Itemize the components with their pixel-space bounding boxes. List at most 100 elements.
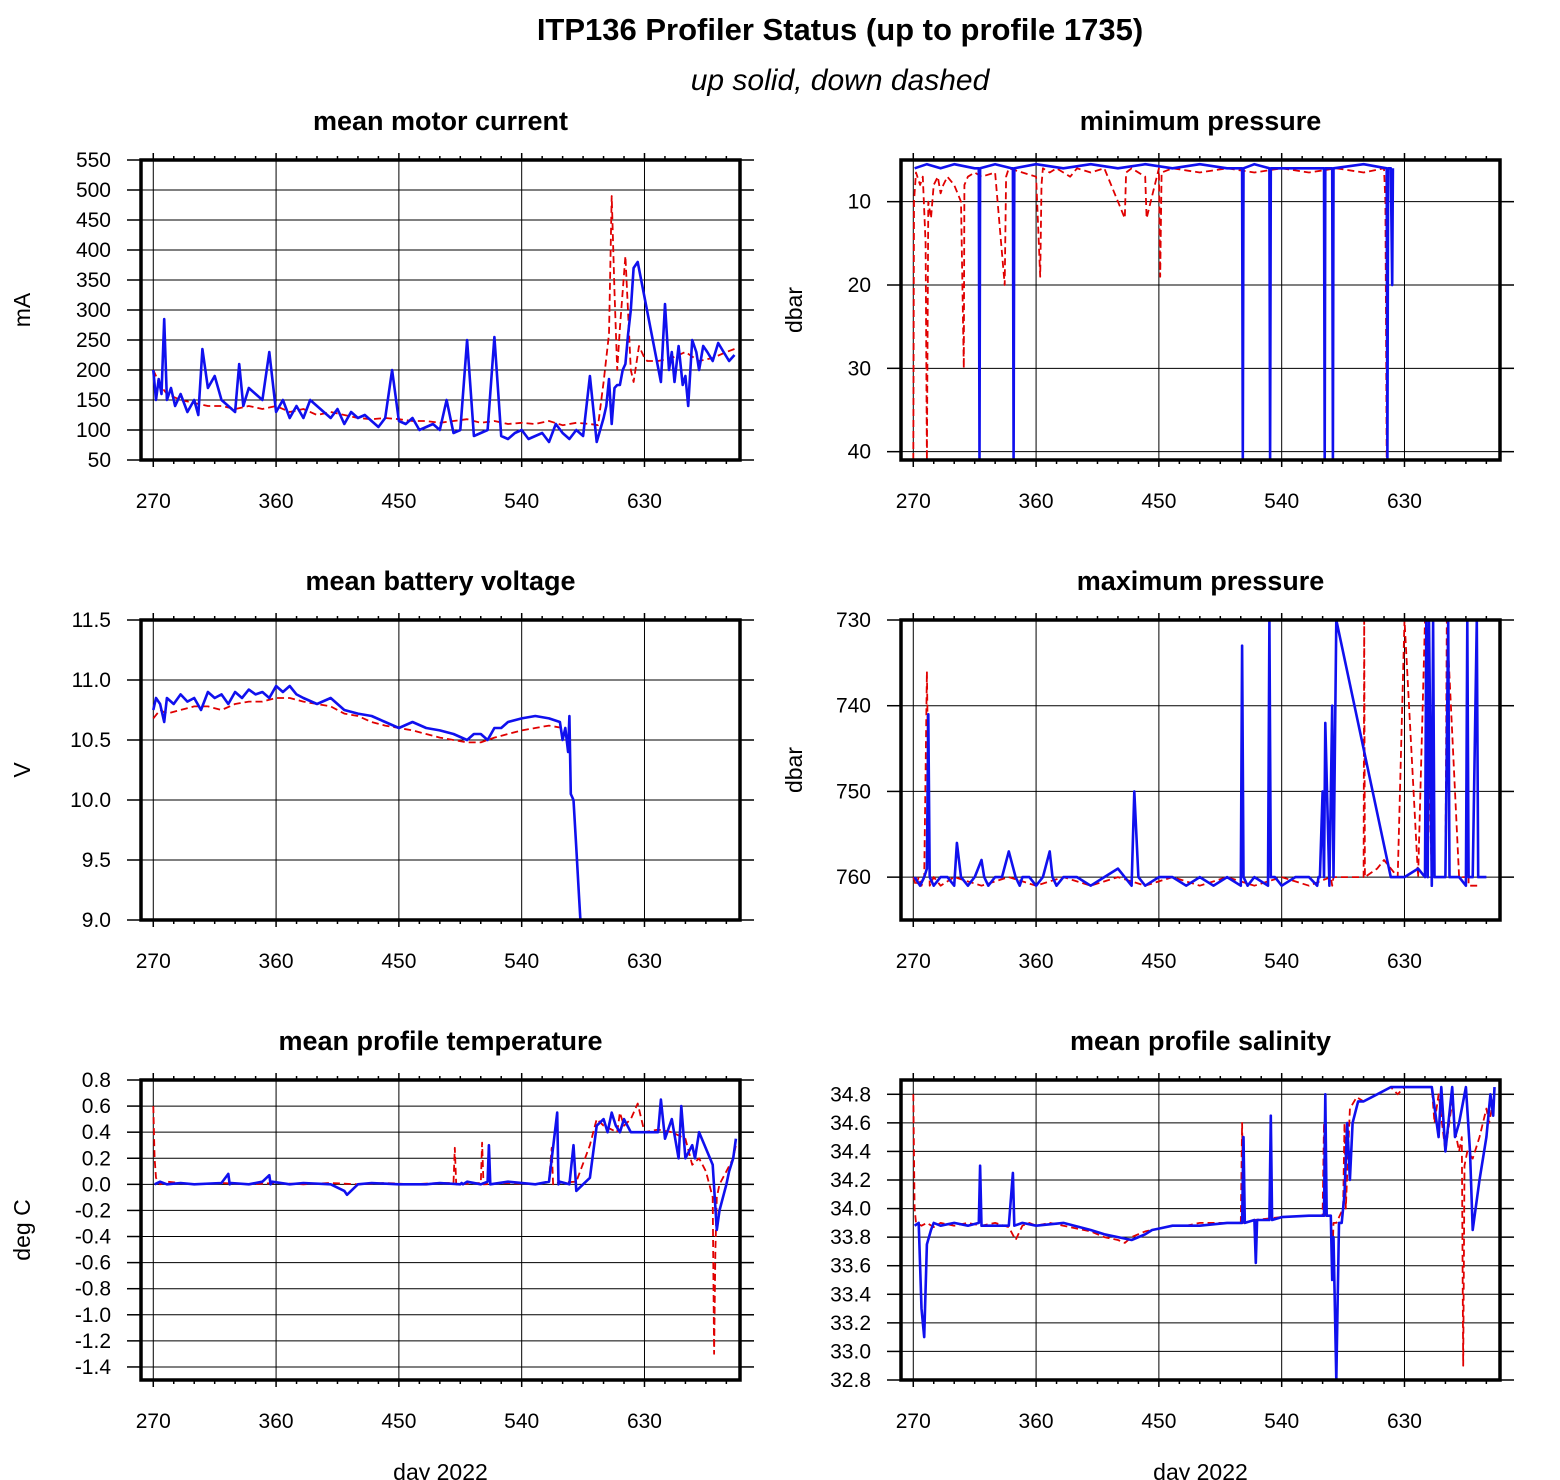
y-tick-label: 0.0 [82,1173,111,1196]
y-tick-label: 400 [76,239,111,262]
x-tick-label: 270 [136,490,171,513]
x-tick-label: 270 [896,490,931,513]
y-tick-label: 10.5 [70,729,111,752]
x-tick-label: 270 [896,1410,931,1433]
y-tick-label: 750 [836,780,871,803]
minimum-pressure-down-line [912,167,1388,460]
mean-battery-voltage-up-line [152,684,582,920]
mean-profile-salinity-panel: mean profile salinity 270 360 450 540 630 32.8… [830,1026,1514,1480]
x-tick-label: 540 [1264,950,1299,973]
minimum-pressure-y-axis-label: dbar [781,287,807,333]
y-tick-label: 40 [848,441,871,464]
mean-motor-current-panel: mean motor current 270 360 450 540 630 50 100 15… [9,106,754,513]
mean-battery-voltage-panel: mean battery voltage 270 360 450 540 630 9.0 9.… [9,566,754,973]
x-tick-label: 450 [381,490,416,513]
y-tick-label: 100 [76,419,111,442]
y-tick-label: -0.8 [75,1278,111,1301]
x-tick-label: 360 [259,490,294,513]
x-tick-label: 630 [1387,490,1422,513]
mean-profile-temperature-y-axis-label: deg C [9,1199,35,1260]
maximum-pressure-y-axis-label: dbar [781,747,807,793]
x-tick-label: 630 [627,490,662,513]
x-tick-label: 450 [381,950,416,973]
y-tick-label: 500 [76,179,111,202]
y-tick-label: 10.0 [70,789,111,812]
minimum-pressure-title: minimum pressure [1080,106,1322,136]
y-tick-label: 740 [836,695,871,718]
mean-motor-current-title: mean motor current [313,106,568,136]
y-tick-label: 9.5 [82,849,111,872]
y-tick-label: 0.8 [82,1069,111,1092]
y-tick-label: 730 [836,609,871,632]
x-tick-label: 540 [1264,1410,1299,1433]
x-tick-label: 360 [1019,1410,1054,1433]
x-tick-label: 450 [1141,950,1176,973]
y-tick-label: -1.2 [75,1330,111,1353]
mean-battery-voltage-frame [139,618,742,922]
y-tick-label: 550 [76,149,111,172]
y-tick-label: -1.0 [75,1304,111,1327]
y-tick-label: -0.6 [75,1252,111,1275]
minimum-pressure-up-line [914,162,1395,460]
y-tick-label: 10 [848,191,871,214]
figure-subtitle: up solid, down dashed [691,64,991,97]
mean-battery-voltage-title: mean battery voltage [305,566,575,596]
y-tick-label: 33.0 [830,1340,871,1363]
mean-profile-temperature-title: mean profile temperature [278,1026,602,1056]
maximum-pressure-title: maximum pressure [1077,566,1325,596]
mean-profile-salinity-up-line [913,1085,1496,1380]
maximum-pressure-down-line [912,620,1480,887]
x-tick-label: 540 [504,490,539,513]
x-tick-label: 450 [1141,1410,1176,1433]
x-tick-label: 540 [504,1410,539,1433]
y-tick-label: 20 [848,274,871,297]
y-tick-label: 33.8 [830,1226,871,1249]
x-tick-label: 540 [504,950,539,973]
y-tick-label: 250 [76,329,111,352]
y-tick-label: 34.6 [830,1112,871,1135]
y-tick-label: 450 [76,209,111,232]
x-tick-label: 360 [1019,490,1054,513]
y-tick-label: 33.6 [830,1255,871,1278]
mean-motor-current-y-axis-label: mA [9,292,35,327]
mean-profile-temperature-x-axis-label: day 2022 [393,1459,488,1480]
minimum-pressure-panel: minimum pressure 270 360 450 540 630 10 20 30 40 d… [781,106,1514,513]
maximum-pressure-up-line [913,620,1487,888]
y-tick-label: 32.8 [830,1369,871,1392]
maximum-pressure-panel: maximum pressure 270 360 450 540 630 730 740 750… [781,566,1514,973]
mean-profile-salinity-down-line [912,1086,1496,1367]
y-tick-label: 50 [88,449,111,472]
mean-motor-current-up-line [152,260,736,444]
x-tick-label: 540 [1264,490,1299,513]
y-tick-label: 33.4 [830,1283,871,1306]
x-tick-label: 630 [627,950,662,973]
y-tick-label: 34.0 [830,1198,871,1221]
y-tick-label: 0.6 [82,1095,111,1118]
y-tick-label: -1.4 [75,1356,112,1379]
y-tick-label: -0.4 [75,1226,112,1249]
mean-battery-voltage-down-line [152,697,563,744]
y-tick-label: 11.0 [72,669,111,692]
y-tick-label: 34.8 [830,1083,871,1106]
y-tick-label: -0.2 [75,1199,111,1222]
y-tick-label: 34.4 [830,1140,871,1163]
mean-profile-temperature-down-line [152,1102,737,1355]
x-tick-label: 360 [259,950,294,973]
x-tick-label: 270 [136,1410,171,1433]
y-tick-label: 33.2 [830,1312,871,1335]
mean-battery-voltage-y-axis-label: V [9,762,35,778]
y-tick-label: 350 [76,269,111,292]
y-tick-label: 11.5 [72,609,111,632]
mean-profile-temperature-up-line [154,1098,738,1232]
x-tick-label: 630 [627,1410,662,1433]
y-tick-label: 200 [76,359,111,382]
y-tick-label: 30 [848,357,871,380]
y-tick-label: 0.2 [82,1147,111,1170]
panel-grid: mean motor current 270 360 450 540 630 50 100 15… [9,106,1514,1480]
mean-profile-salinity-title: mean profile salinity [1070,1026,1331,1056]
y-tick-label: 300 [76,299,111,322]
mean-profile-temperature-frame [139,1078,742,1382]
y-tick-label: 760 [836,866,871,889]
x-tick-label: 360 [1019,950,1054,973]
